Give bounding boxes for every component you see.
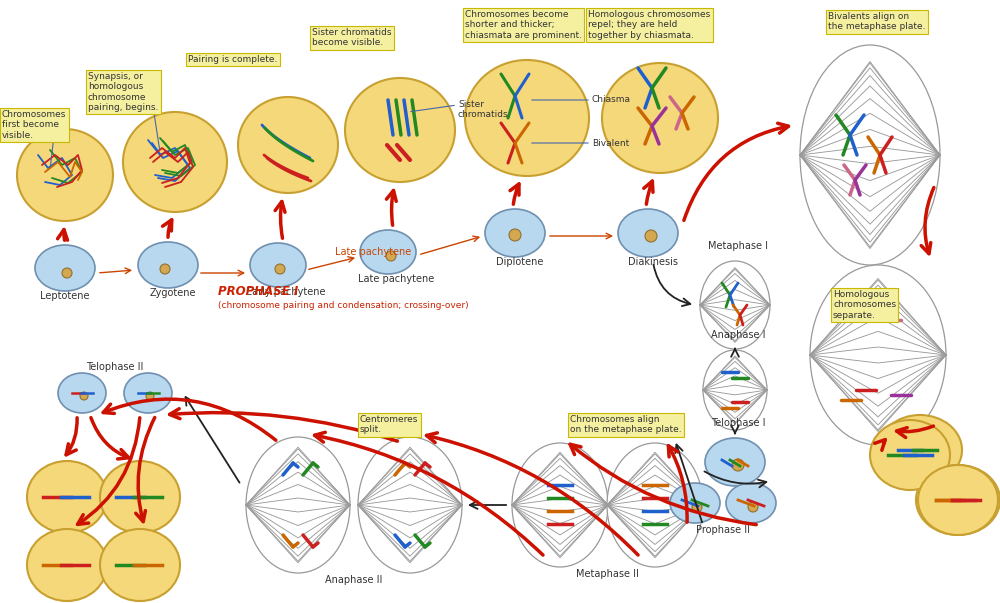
Ellipse shape (100, 529, 180, 601)
Text: Prophase II: Prophase II (696, 525, 750, 535)
Ellipse shape (123, 112, 227, 212)
Text: Homologous chromosomes
repel; they are held
together by chiasmata.: Homologous chromosomes repel; they are h… (588, 10, 710, 40)
Ellipse shape (607, 443, 703, 567)
Text: Leptotene: Leptotene (40, 291, 90, 301)
Text: Early pachytene: Early pachytene (246, 287, 326, 297)
Ellipse shape (918, 465, 998, 535)
Ellipse shape (800, 45, 940, 265)
Text: (chromosome pairing and condensation; crossing-over): (chromosome pairing and condensation; cr… (218, 301, 469, 310)
Ellipse shape (670, 483, 720, 523)
Circle shape (645, 230, 657, 242)
Ellipse shape (878, 415, 962, 485)
Text: Synapsis, or
homologous
chromosome
pairing, begins.: Synapsis, or homologous chromosome pairi… (88, 72, 158, 112)
Ellipse shape (870, 420, 950, 490)
Circle shape (62, 268, 72, 278)
Text: Chiasma: Chiasma (592, 95, 631, 104)
Text: Metaphase II: Metaphase II (576, 569, 638, 579)
Circle shape (732, 459, 744, 471)
Text: Metaphase I: Metaphase I (708, 241, 768, 251)
Text: Chromosomes become
shorter and thicker;
chiasmata are prominent.: Chromosomes become shorter and thicker; … (465, 10, 582, 40)
Ellipse shape (124, 373, 172, 413)
Ellipse shape (618, 209, 678, 257)
Text: Late pachytene: Late pachytene (358, 274, 434, 284)
Circle shape (509, 229, 521, 241)
Circle shape (386, 251, 396, 261)
Text: Sister
chromatids: Sister chromatids (458, 100, 509, 119)
Ellipse shape (726, 483, 776, 523)
Text: Anaphase II: Anaphase II (325, 575, 383, 585)
Ellipse shape (360, 230, 416, 274)
Text: Pairing is complete.: Pairing is complete. (188, 55, 277, 64)
Text: Diplotene: Diplotene (496, 257, 544, 267)
Text: Diakinesis: Diakinesis (628, 257, 678, 267)
Ellipse shape (358, 437, 462, 573)
Ellipse shape (58, 373, 106, 413)
Text: Bivalent: Bivalent (592, 139, 629, 148)
Ellipse shape (17, 129, 113, 221)
Text: Homologous
chromosomes
separate.: Homologous chromosomes separate. (833, 290, 896, 320)
Text: Sister chromatids
become visible.: Sister chromatids become visible. (312, 28, 392, 48)
Text: Telophase II: Telophase II (86, 362, 144, 372)
Ellipse shape (465, 60, 589, 176)
Ellipse shape (700, 261, 770, 349)
Circle shape (692, 502, 702, 512)
Ellipse shape (138, 242, 198, 288)
Ellipse shape (916, 465, 1000, 535)
Ellipse shape (250, 243, 306, 287)
Ellipse shape (810, 265, 946, 445)
Text: Centromeres
split.: Centromeres split. (360, 415, 418, 434)
Text: Zygotene: Zygotene (150, 288, 196, 298)
Ellipse shape (485, 209, 545, 257)
Ellipse shape (35, 245, 95, 291)
Circle shape (275, 264, 285, 274)
Text: Anaphase I: Anaphase I (711, 330, 765, 340)
Circle shape (80, 392, 88, 400)
Circle shape (748, 502, 758, 512)
Ellipse shape (27, 461, 107, 533)
Ellipse shape (100, 461, 180, 533)
Ellipse shape (705, 438, 765, 486)
Text: Chromosomes align
on the metaphase plate.: Chromosomes align on the metaphase plate… (570, 415, 682, 434)
Circle shape (160, 264, 170, 274)
Ellipse shape (512, 443, 608, 567)
Circle shape (146, 392, 154, 400)
Text: Bivalents align on
the metaphase plate.: Bivalents align on the metaphase plate. (828, 12, 926, 31)
Ellipse shape (703, 350, 767, 430)
Text: PROPHASE I: PROPHASE I (218, 285, 298, 298)
Text: Chromosomes
first become
visible.: Chromosomes first become visible. (2, 110, 66, 140)
Ellipse shape (238, 97, 338, 193)
Ellipse shape (345, 78, 455, 182)
Ellipse shape (602, 63, 718, 173)
Ellipse shape (246, 437, 350, 573)
Text: Telophase I: Telophase I (711, 418, 765, 428)
Ellipse shape (27, 529, 107, 601)
Text: Late pachytene: Late pachytene (335, 247, 411, 257)
